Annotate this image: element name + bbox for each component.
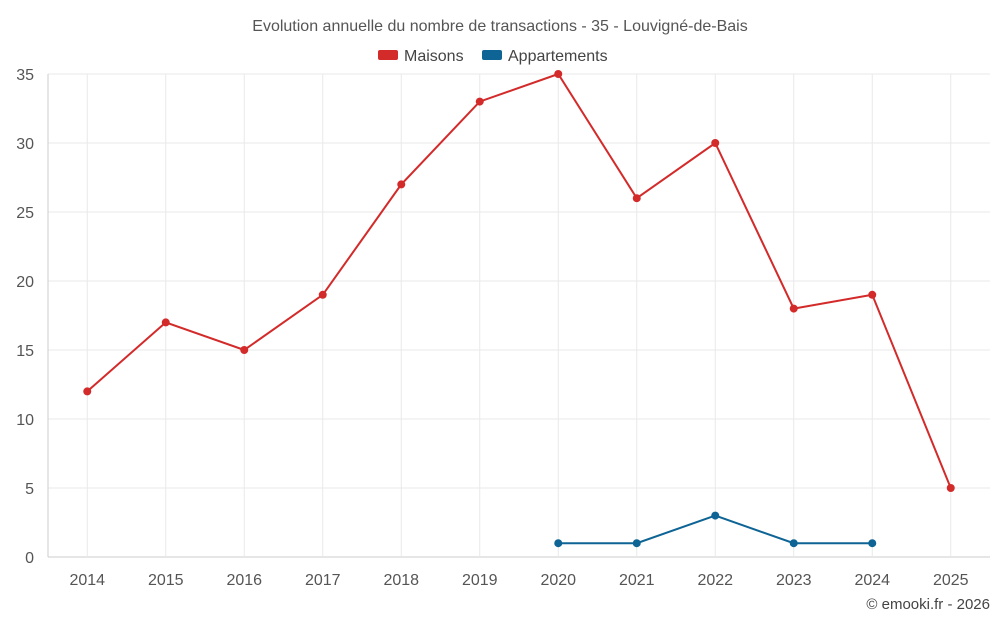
data-point[interactable] xyxy=(554,539,563,548)
y-tick-label: 15 xyxy=(16,343,34,360)
x-axis: 2014 2015 2016 2017 2018 2019 2020 2021 2022 2023… xyxy=(69,572,968,589)
series-layer xyxy=(83,70,955,548)
x-tick-label: 2018 xyxy=(383,572,419,589)
y-tick-label: 35 xyxy=(16,67,34,84)
legend-item-maisons[interactable]: Maisons xyxy=(378,48,464,65)
y-tick-label: 0 xyxy=(25,550,34,567)
data-point[interactable] xyxy=(868,539,877,548)
data-point[interactable] xyxy=(318,290,327,299)
data-point[interactable] xyxy=(554,70,563,78)
data-point[interactable] xyxy=(83,387,92,396)
x-tick-label: 2025 xyxy=(933,572,969,589)
y-tick-label: 25 xyxy=(16,205,34,222)
y-tick-label: 10 xyxy=(16,412,34,429)
x-tick-label: 2022 xyxy=(697,572,733,589)
data-point[interactable] xyxy=(240,346,249,354)
data-point[interactable] xyxy=(711,511,720,520)
data-point[interactable] xyxy=(946,484,955,492)
x-tick-label: 2020 xyxy=(540,572,576,589)
y-tick-label: 30 xyxy=(16,136,34,153)
legend-label: Appartements xyxy=(508,48,608,65)
y-axis: 0 5 10 15 20 25 30 35 xyxy=(16,67,34,567)
series-maisons xyxy=(83,70,955,492)
legend-item-appartements[interactable]: Appartements xyxy=(482,48,608,65)
legend[interactable]: Maisons Appartements xyxy=(378,48,608,65)
x-tick-label: 2024 xyxy=(854,572,890,589)
grid xyxy=(47,73,990,558)
y-tick-label: 20 xyxy=(16,274,34,291)
x-tick-label: 2014 xyxy=(69,572,105,589)
x-tick-label: 2023 xyxy=(776,572,812,589)
data-point[interactable] xyxy=(161,318,170,327)
chart-title: Evolution annuelle du nombre de transact… xyxy=(252,18,747,35)
y-tick-label: 5 xyxy=(25,481,34,498)
data-point[interactable] xyxy=(868,290,877,299)
data-point[interactable] xyxy=(475,97,484,106)
series-appartements xyxy=(554,511,877,548)
series-line xyxy=(86,72,952,489)
x-tick-label: 2021 xyxy=(619,572,655,589)
credit-text: © emooki.fr - 2026 xyxy=(866,596,990,613)
legend-swatch xyxy=(378,50,398,60)
legend-swatch xyxy=(482,50,502,60)
x-tick-label: 2016 xyxy=(226,572,262,589)
data-point[interactable] xyxy=(711,139,720,147)
x-tick-label: 2019 xyxy=(462,572,498,589)
data-point[interactable] xyxy=(397,180,406,189)
data-point[interactable] xyxy=(632,194,641,203)
data-point[interactable] xyxy=(789,304,798,313)
legend-label: Maisons xyxy=(404,48,464,65)
x-tick-label: 2017 xyxy=(305,572,341,589)
x-tick-label: 2015 xyxy=(148,572,184,589)
data-point[interactable] xyxy=(789,539,798,548)
data-point[interactable] xyxy=(632,539,641,548)
